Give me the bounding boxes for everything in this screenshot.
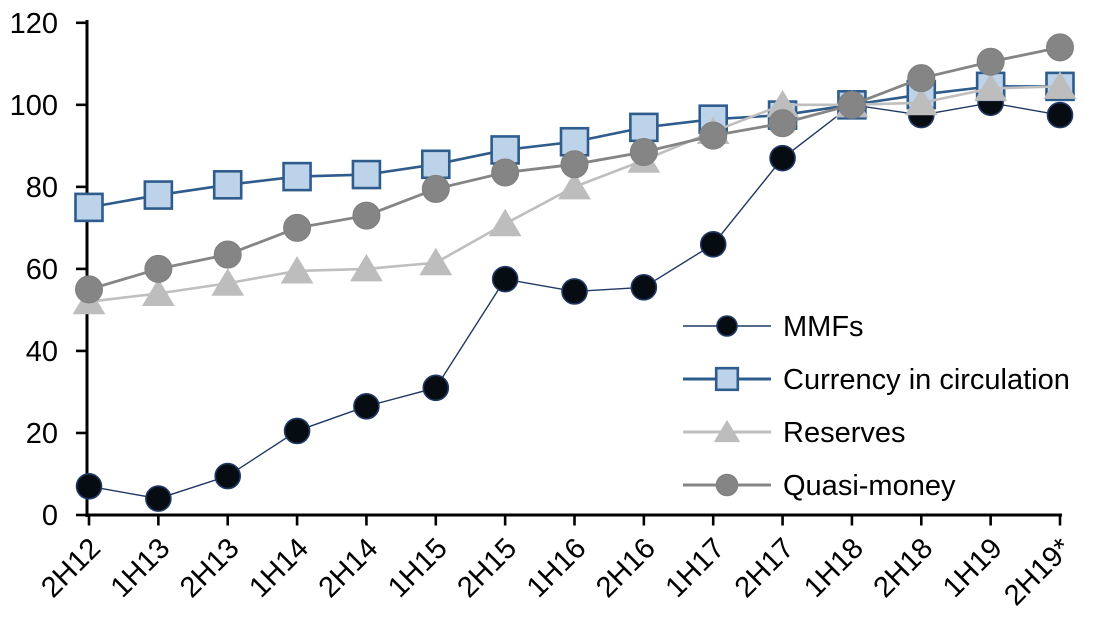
- series-quasi-money-marker: [837, 90, 866, 119]
- series-reserves-marker: [1043, 71, 1077, 99]
- y-axis-tick-label: 0: [42, 500, 58, 532]
- series-quasi-money-marker: [421, 174, 450, 203]
- legend-marker: [715, 473, 739, 497]
- series-quasi-money-marker: [699, 121, 728, 150]
- series-mmfs-marker: [422, 374, 450, 402]
- series-mmfs-marker: [561, 278, 588, 305]
- series-reserves-marker: [141, 278, 175, 307]
- series-reserves-marker: [211, 268, 245, 296]
- series-mmfs-marker: [353, 393, 380, 420]
- legend-item-quasi-money: Quasi-money: [683, 470, 956, 502]
- series-reserves-marker: [280, 255, 314, 284]
- series-reserves-marker: [419, 247, 453, 276]
- series-currency-in-circulation-marker: [351, 159, 382, 190]
- series-currency-in-circulation-marker: [143, 180, 174, 210]
- series-quasi-money-marker: [144, 254, 173, 283]
- series-mmfs-marker: [699, 230, 727, 258]
- legend-label: Reserves: [783, 417, 906, 449]
- legend-label: Quasi-money: [783, 470, 956, 502]
- series-mmfs-marker: [769, 144, 796, 172]
- series-mmfs-marker: [1046, 101, 1074, 129]
- legend: MMFs Currency in circulation Reserves Quasi…: [683, 311, 1070, 502]
- y-axis-tick-label: 100: [10, 90, 58, 122]
- series-mmfs-marker: [214, 462, 242, 490]
- legend-label: Currency in circulation: [783, 364, 1070, 396]
- series-mmfs-marker: [491, 265, 519, 293]
- series-mmfs-marker: [283, 417, 311, 445]
- series-quasi-money-marker: [629, 137, 658, 166]
- y-axis-tick-label: 40: [26, 336, 58, 368]
- series-quasi-money-marker: [976, 47, 1005, 76]
- legend-item-reserves: Reserves: [683, 417, 906, 449]
- y-axis: 0 20 40 60 80 100 120: [10, 8, 89, 532]
- legend-item-mmfs: MMFs: [683, 311, 864, 343]
- legend-label: MMFs: [783, 311, 864, 343]
- series-reserves-marker: [488, 208, 522, 237]
- series-quasi-money-marker: [768, 109, 797, 138]
- y-axis-tick-label: 60: [26, 254, 58, 286]
- series-quasi-money-marker: [213, 240, 242, 269]
- series-currency-in-circulation-marker: [212, 170, 243, 200]
- series-quasi-money-marker: [352, 201, 381, 230]
- y-axis-tick-label: 20: [26, 418, 58, 450]
- legend-item-currency-in-circulation: Currency in circulation: [683, 364, 1070, 396]
- series-reserves-marker: [558, 171, 591, 200]
- y-axis-tick-label: 120: [10, 8, 58, 40]
- series-reserves-marker: [904, 87, 938, 116]
- series-quasi-money-marker: [907, 64, 936, 93]
- series-currency-in-circulation-marker: [629, 112, 659, 143]
- series-reserves-marker: [350, 253, 383, 282]
- legend-marker: [714, 366, 740, 392]
- legend-marker: [716, 315, 738, 337]
- series-quasi-money-marker: [1045, 33, 1074, 62]
- series-currency-in-circulation-marker: [74, 192, 104, 223]
- series-quasi-money-marker: [75, 275, 103, 304]
- y-axis-tick-label: 80: [26, 172, 58, 204]
- series-quasi-money-marker: [283, 213, 312, 242]
- series-currency-in-circulation-marker: [282, 161, 312, 192]
- series-mmfs-marker: [145, 485, 172, 512]
- series-quasi-money: [75, 33, 1074, 304]
- series-quasi-money-marker: [560, 150, 589, 179]
- series-currency-in-circulation-marker: [420, 149, 451, 180]
- series-quasi-money-marker: [491, 158, 520, 187]
- legend-marker: [713, 419, 741, 443]
- series-mmfs-marker: [75, 472, 103, 500]
- series-mmfs-marker: [630, 274, 658, 301]
- series-reserves-marker: [974, 73, 1008, 101]
